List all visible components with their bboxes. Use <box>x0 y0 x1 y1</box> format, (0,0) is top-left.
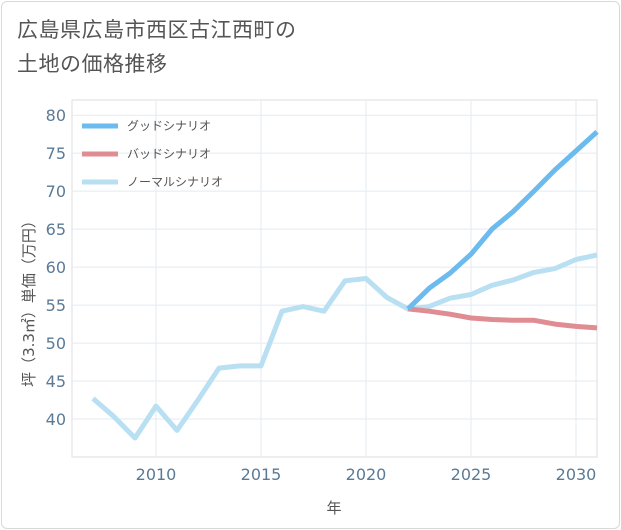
y-tick-label: 80 <box>46 106 66 125</box>
legend-label: バッドシナリオ <box>127 147 211 161</box>
x-tick-label: 2020 <box>346 465 387 484</box>
y-tick-label: 65 <box>46 220 66 239</box>
y-tick-label: 70 <box>46 182 66 201</box>
series-line-3 <box>91 252 598 441</box>
chart-title-line-1: 広島県広島市西区古江西町の <box>17 18 297 42</box>
chart-title: 広島県広島市西区古江西町の 土地の価格推移 <box>17 13 297 81</box>
x-tick-label: 2010 <box>136 465 177 484</box>
x-axis-label: 年 <box>326 499 341 517</box>
series-line-2 <box>407 306 598 331</box>
series-lines <box>91 130 599 441</box>
x-tick-label: 2025 <box>451 465 492 484</box>
chart-title-line-2: 土地の価格推移 <box>17 52 168 76</box>
y-tick-label: 75 <box>46 144 66 163</box>
series-line-1 <box>406 130 599 311</box>
x-tick-label: 2030 <box>556 465 597 484</box>
y-tick-label: 40 <box>46 410 66 429</box>
y-tick-label: 60 <box>46 258 66 277</box>
x-tick-label: 2015 <box>241 465 282 484</box>
legend-label: ノーマルシナリオ <box>127 175 223 189</box>
y-tick-label: 50 <box>46 334 66 353</box>
legend-label: グッドシナリオ <box>127 119 211 133</box>
tick-labels: 40 45 50 55 60 65 70 75 80 2010 2015 2020 2025 2030 <box>46 106 597 484</box>
y-axis-label: 坪（3.3㎡）単価（万円） <box>20 213 38 387</box>
y-tick-label: 45 <box>46 372 66 391</box>
y-tick-label: 55 <box>46 296 66 315</box>
